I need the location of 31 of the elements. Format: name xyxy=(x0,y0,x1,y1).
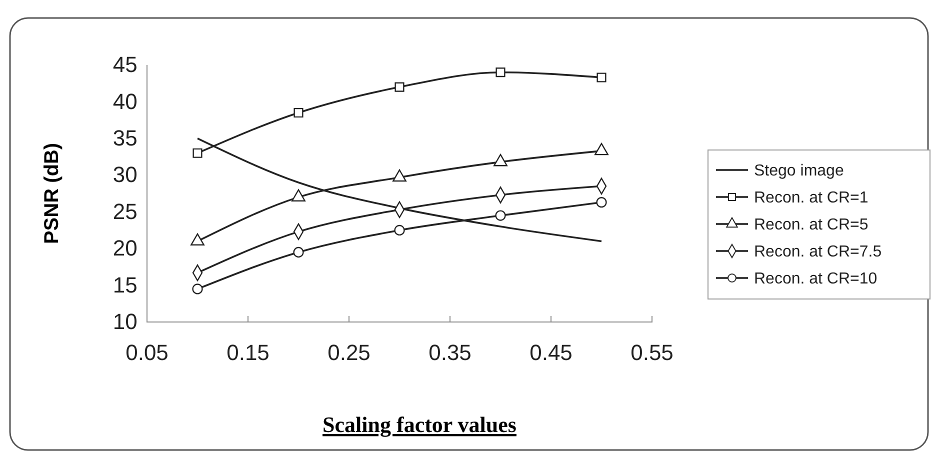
x-tick-label: 0.45 xyxy=(530,340,572,366)
x-axis-title: Scaling factor values xyxy=(322,412,517,437)
point xyxy=(394,82,404,92)
legend-label: Recon. at CR=10 xyxy=(754,270,878,288)
legend-label: Recon. at CR=7.5 xyxy=(754,244,882,261)
point xyxy=(293,246,304,258)
x-tick-label: 0.15 xyxy=(226,340,270,366)
x-tick-label: 0.05 xyxy=(126,340,168,366)
y-tick-label: 20 xyxy=(112,236,138,261)
y-tick-label: 30 xyxy=(112,162,138,188)
point xyxy=(495,210,506,221)
point xyxy=(596,197,607,208)
point xyxy=(596,72,606,82)
x-tick-label: 0.35 xyxy=(428,340,472,366)
y-tick-label: 35 xyxy=(112,125,138,150)
legend-label: Recon. at CR=5 xyxy=(754,216,868,234)
y-tick-label: 40 xyxy=(112,88,138,114)
point xyxy=(496,68,506,78)
x-tick-label: 0.55 xyxy=(630,340,674,366)
y-tick-label: 45 xyxy=(112,52,138,78)
y-tick-label: 25 xyxy=(112,198,138,224)
y-axis-title: PSNR (dB) xyxy=(41,142,63,244)
y-tick-label: 10 xyxy=(112,309,138,334)
point xyxy=(394,224,405,236)
x-tick-label: 0.25 xyxy=(328,340,370,366)
y-tick-label: 15 xyxy=(112,272,138,298)
point xyxy=(192,148,202,158)
point xyxy=(192,284,203,294)
point xyxy=(294,108,304,118)
legend-label: Stego image xyxy=(754,162,844,180)
legend-label: Recon. at CR=1 xyxy=(754,190,868,207)
